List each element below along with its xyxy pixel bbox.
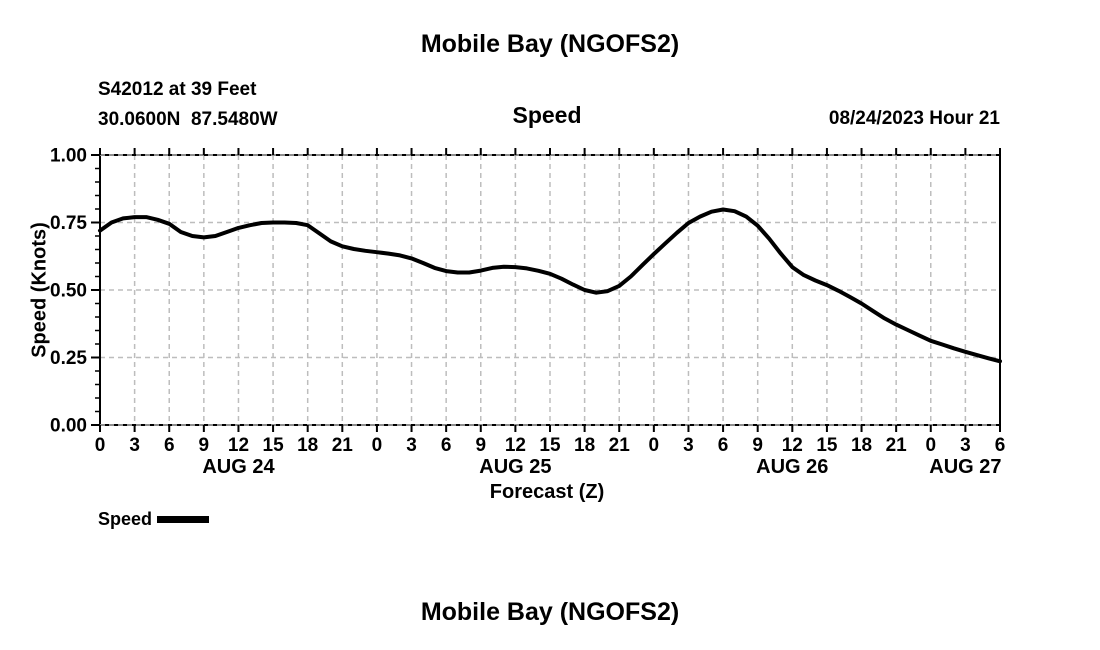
y-tick-label: 0.50	[50, 281, 87, 302]
station-id: S42012 at 39 Feet	[98, 79, 257, 100]
x-tick-label: 12	[782, 435, 803, 456]
y-tick-label: 1.00	[50, 146, 87, 167]
x-tick-label: 6	[441, 435, 452, 456]
second-chart-title: Mobile Bay (NGOFS2)	[420, 598, 680, 626]
x-tick-label: 15	[539, 435, 561, 456]
x-tick-label: 21	[886, 435, 908, 456]
x-tick-label: 15	[263, 435, 285, 456]
x-tick-label: 0	[372, 435, 383, 456]
x-tick-label: 0	[925, 435, 936, 456]
x-tick-label: 9	[752, 435, 763, 456]
y-tick-label: 0.00	[50, 416, 87, 437]
station-coordinates: 30.0600N 87.5480W	[98, 109, 278, 130]
day-label: AUG 24	[202, 456, 275, 478]
legend: Speed	[98, 509, 210, 530]
x-tick-label: 9	[199, 435, 210, 456]
x-tick-label: 3	[960, 435, 971, 456]
day-label: AUG 25	[479, 456, 551, 478]
x-tick-label: 12	[228, 435, 249, 456]
x-tick-label: 12	[505, 435, 526, 456]
x-axis-title: Forecast (Z)	[489, 481, 605, 503]
x-tick-label: 18	[574, 435, 595, 456]
forecast-datestamp: 08/24/2023 Hour 21	[828, 108, 1000, 129]
day-label: AUG 27	[929, 456, 1001, 478]
day-label: AUG 26	[756, 456, 828, 478]
x-tick-label: 3	[683, 435, 694, 456]
x-tick-label: 21	[332, 435, 354, 456]
x-tick-label: 6	[164, 435, 175, 456]
x-tick-label: 3	[406, 435, 417, 456]
plot-subtitle: Speed	[512, 102, 582, 128]
x-tick-label: 18	[297, 435, 318, 456]
chart-title: Mobile Bay (NGOFS2)	[420, 30, 680, 58]
legend-label: Speed	[98, 509, 153, 529]
x-tick-label: 15	[816, 435, 838, 456]
x-tick-label: 9	[475, 435, 486, 456]
x-tick-label: 6	[718, 435, 729, 456]
y-tick-label: 0.25	[50, 348, 87, 369]
x-tick-label: 0	[95, 435, 106, 456]
x-tick-label: 0	[649, 435, 660, 456]
legend-line-swatch-icon	[157, 516, 210, 523]
y-tick-label: 0.75	[50, 213, 87, 234]
x-tick-label: 3	[129, 435, 140, 456]
x-tick-label: 6	[995, 435, 1006, 456]
x-tick-label: 21	[609, 435, 631, 456]
x-tick-label: 18	[851, 435, 872, 456]
speed-line	[98, 207, 1002, 364]
